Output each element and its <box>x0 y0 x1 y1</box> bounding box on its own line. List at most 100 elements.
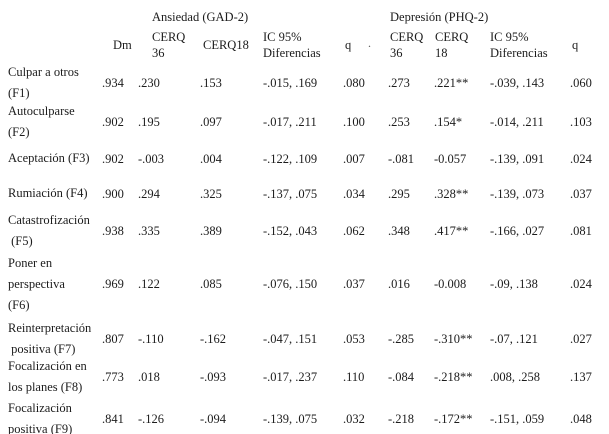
cell-ans-ic: -.076, .150 <box>263 277 318 291</box>
cell-ans-ic: -.015, .169 <box>263 76 318 90</box>
cell-dep-q: .103 <box>570 115 592 129</box>
cell-dep-cerq18: -0.008 <box>434 277 467 291</box>
cell-ans-ic: -.152, .043 <box>263 224 318 238</box>
cell-dm: .902 <box>102 151 124 166</box>
cell-dep-q: .027 <box>570 332 592 346</box>
group-header-ansiedad: Ansiedad (GAD-2) <box>152 10 249 24</box>
cell-dm: .841 <box>102 412 124 426</box>
row-label: Poner en perspectiva (F6) <box>8 255 65 312</box>
cell-dep-q: .024 <box>570 151 592 166</box>
cell-dep-cerq36: .348 <box>388 224 410 238</box>
cell-ans-ic: -.017, .237 <box>263 370 318 384</box>
row-label: Catastrofización (F5) <box>8 213 90 248</box>
column-header-dep-q: q <box>572 38 579 52</box>
stray-mark: . <box>368 36 371 50</box>
cell-ans-ic: -.122, .109 <box>263 151 318 166</box>
cell-dep-cerq36: .273 <box>388 76 410 90</box>
cell-dep-cerq18: .154* <box>434 115 463 129</box>
cell-dep-ic: -.039, .143 <box>490 76 545 90</box>
column-header-dep-cerq36: CERQ 36 <box>390 30 424 60</box>
column-header-dep-cerq18: CERQ 18 <box>435 30 469 60</box>
cell-dep-q: .081 <box>570 224 592 238</box>
cell-ans-cerq18: .085 <box>200 277 222 291</box>
table-row: Focalización en los planes (F8) .773 .01… <box>8 356 609 398</box>
row-label: Autoculparse (F2) <box>8 104 75 139</box>
column-header-dm: Dm <box>113 38 132 52</box>
cell-ans-cerq36: -.110 <box>138 332 164 346</box>
cell-dep-q: .137 <box>570 370 592 384</box>
cell-dm: .934 <box>102 76 124 90</box>
cell-ans-q: .100 <box>343 115 365 129</box>
cell-dep-cerq18: .221** <box>434 76 469 90</box>
cell-dep-cerq18: -.310** <box>434 332 473 346</box>
cell-ans-q: .110 <box>343 370 365 384</box>
column-header-ans-q: q <box>345 38 352 52</box>
cell-ans-cerq18: -.162 <box>200 332 227 346</box>
cell-ans-q: .053 <box>343 332 365 346</box>
table-row: Aceptación (F3) .902 -.003 .004 -.122, .… <box>8 140 609 177</box>
column-header-row: Dm CERQ 36 CERQ18 IC 95% Diferencias q C… <box>8 28 609 62</box>
cell-dep-ic: -.139, .073 <box>490 186 545 201</box>
table-row: Focalización positiva (F9) .841 -.126 -.… <box>8 398 609 434</box>
cell-dm: .969 <box>102 277 124 291</box>
table-row: Autoculparse (F2) .902 .195 .097 -.017, … <box>8 101 609 140</box>
cell-dep-cerq18: -0.057 <box>434 151 467 166</box>
cell-ans-cerq18: .389 <box>200 224 222 238</box>
cell-ans-cerq18: -.093 <box>200 370 227 384</box>
cell-ans-cerq18: .097 <box>200 115 222 129</box>
row-label: Reinterpretación positiva (F7) <box>8 321 92 356</box>
cell-dep-q: .024 <box>570 277 592 291</box>
cell-dep-cerq36: -.081 <box>388 151 415 166</box>
table-row: Culpar a otros (F1) .934 .230 .153 -.015… <box>8 62 609 101</box>
cell-dep-cerq36: -.084 <box>388 370 415 384</box>
cell-dep-cerq36: .016 <box>388 277 410 291</box>
row-label: Culpar a otros (F1) <box>8 65 79 100</box>
cell-ans-q: .032 <box>343 412 365 426</box>
cell-ans-cerq36: .018 <box>138 370 160 384</box>
row-label: Rumiación (F4) <box>8 186 88 200</box>
cell-ans-cerq36: -.003 <box>138 151 165 166</box>
table-row: Reinterpretación positiva (F7) .807 -.11… <box>8 318 609 356</box>
column-header-dep-ic: IC 95% Diferencias <box>490 30 548 60</box>
cell-ans-cerq36: -.126 <box>138 412 165 426</box>
cell-ans-cerq36: .294 <box>138 186 160 201</box>
group-header-row: Ansiedad (GAD-2) Depresión (PHQ-2) <box>8 6 609 28</box>
cell-ans-cerq36: .335 <box>138 224 160 238</box>
cell-dep-cerq36: -.218 <box>388 412 415 426</box>
cell-ans-q: .007 <box>343 151 365 166</box>
cell-dep-q: .048 <box>570 412 592 426</box>
cell-dm: .773 <box>102 370 124 384</box>
cell-dep-ic: .008, .258 <box>490 370 540 384</box>
cell-dep-q: .060 <box>570 76 592 90</box>
cell-ans-cerq36: .230 <box>138 76 160 90</box>
cell-dm: .938 <box>102 224 124 238</box>
cell-ans-q: .034 <box>343 186 365 201</box>
table-row: Catastrofización (F5) .938 .335 .389 -.1… <box>8 210 609 250</box>
cell-ans-ic: -.139, .075 <box>263 412 318 426</box>
cell-ans-cerq36: .122 <box>138 277 160 291</box>
cell-ans-q: .080 <box>343 76 365 90</box>
cell-ans-cerq18: -.094 <box>200 412 227 426</box>
cell-dep-ic: -.139, .091 <box>490 151 545 166</box>
cell-ans-q: .037 <box>343 277 365 291</box>
cell-dep-cerq18: .328** <box>434 186 469 201</box>
cell-ans-ic: -.047, .151 <box>263 332 318 346</box>
cell-dep-cerq18: .417** <box>434 224 469 238</box>
column-header-ans-cerq36: CERQ 36 <box>152 30 186 60</box>
cell-dep-cerq36: -.285 <box>388 332 415 346</box>
cell-ans-ic: -.137, .075 <box>263 186 318 201</box>
table-row: Rumiación (F4) .900 .294 .325 -.137, .07… <box>8 177 609 210</box>
cell-ans-ic: -.017, .211 <box>263 115 317 129</box>
row-label: Focalización en los planes (F8) <box>8 359 87 394</box>
group-header-depresion: Depresión (PHQ-2) <box>390 10 489 24</box>
table-row: Poner en perspectiva (F6) .969 .122 .085… <box>8 250 609 318</box>
cell-dep-cerq36: .253 <box>388 115 410 129</box>
column-header-ans-cerq18: CERQ18 <box>203 38 249 52</box>
row-label: Aceptación (F3) <box>8 151 90 165</box>
cell-dm: .900 <box>102 186 124 201</box>
column-header-ans-ic: IC 95% Diferencias <box>263 30 321 60</box>
cell-dep-q: .037 <box>570 186 592 201</box>
cell-ans-cerq18: .153 <box>200 76 222 90</box>
cell-ans-cerq18: .004 <box>200 151 222 166</box>
